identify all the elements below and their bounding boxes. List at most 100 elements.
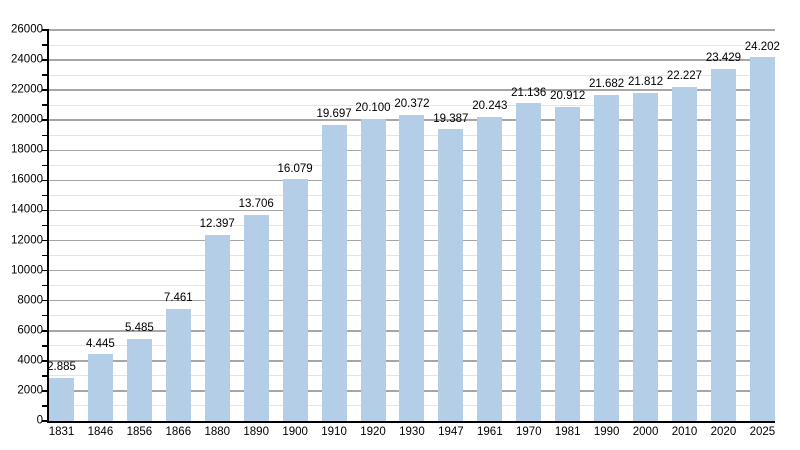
y-axis-tick-label: 6000 (17, 324, 43, 337)
y-axis-tick (42, 119, 47, 121)
x-tick-label: 1970 (515, 426, 542, 438)
bar (360, 118, 386, 421)
y-axis-tick (42, 239, 47, 242)
y-axis-tick (42, 134, 47, 137)
bar (399, 114, 425, 421)
plot-area: 2.885 1831 4.445 1846 5.485 1856 7.461 1866 12.3… (42, 29, 780, 438)
bar (633, 92, 659, 421)
bar-slot: 20.372 1930 (394, 30, 429, 438)
y-axis-tick (42, 254, 47, 257)
y-axis-tick (42, 420, 47, 422)
bar-slot: 20.243 1961 (472, 30, 507, 438)
y-axis-line (47, 29, 49, 422)
y-axis-tick (42, 375, 47, 377)
bar (749, 57, 775, 421)
bar (555, 106, 581, 421)
y-axis-tick (42, 89, 47, 91)
bar-value-label: 24.202 (744, 40, 780, 53)
gridline-minor (49, 104, 775, 106)
y-axis-tick (42, 299, 47, 302)
y-axis-tick-label: 24000 (11, 53, 43, 66)
x-tick-label: 1990 (593, 426, 620, 438)
bar-slot: 16.079 1900 (278, 30, 313, 437)
bar (49, 377, 74, 421)
bar-slot: 20.912 1981 (550, 30, 585, 438)
y-axis-tick (42, 314, 47, 317)
bar-value-label: 4.445 (86, 337, 115, 350)
y-axis-tick (42, 345, 47, 347)
x-tick-label: 1890 (243, 426, 269, 438)
gridline-minor (49, 74, 775, 76)
x-tick-label: 1856 (126, 426, 153, 438)
y-axis-tick-label: 16000 (11, 173, 43, 186)
bar-value-label: 19.387 (433, 112, 469, 125)
bar (126, 338, 152, 421)
bar-slot: 19.387 1947 (433, 30, 468, 437)
y-axis-tick (42, 179, 47, 182)
y-axis-labels: 0 2000 4000 6000 8000 10000 12000 14000 16000 180… (0, 24, 43, 426)
bar-slot: 13.706 1890 (239, 30, 274, 438)
bar (165, 308, 191, 421)
x-tick-label: 2020 (710, 426, 737, 438)
bar (516, 103, 542, 421)
y-axis-tick (42, 269, 47, 272)
bar (87, 354, 113, 421)
bar (282, 179, 308, 421)
y-axis-tick-label: 14000 (11, 203, 43, 216)
bar-slot: 21.812 2000 (628, 30, 663, 438)
bar (438, 129, 464, 421)
x-tick-label: 1930 (399, 426, 425, 438)
x-tick-label: 1920 (360, 426, 386, 438)
x-tick-label: 1961 (477, 426, 503, 438)
bar (204, 234, 230, 421)
bar-value-label: 21.682 (589, 78, 625, 91)
y-axis-tick (42, 224, 47, 227)
y-axis-tick-label: 0 (36, 414, 43, 427)
bar-value-label: 2.885 (47, 361, 76, 374)
x-tick-label: 1900 (282, 426, 308, 438)
y-axis-tick (42, 330, 47, 332)
bar-slot: 22.227 2010 (667, 30, 702, 438)
bar (477, 116, 503, 421)
y-axis-tick (42, 360, 47, 362)
x-tick-label: 2010 (671, 426, 698, 438)
x-tick-label: 1910 (321, 426, 347, 438)
bar-value-label: 7.461 (163, 292, 193, 305)
bar-slot: 21.682 1990 (589, 30, 624, 438)
x-tick-label: 1866 (165, 426, 192, 438)
bar (710, 68, 736, 421)
bar-slot: 24.202 2025 (745, 30, 780, 437)
y-axis-tick-label: 22000 (11, 83, 43, 96)
bar-slot: 19.697 1910 (316, 30, 351, 438)
bar-slot: 4.445 1846 (86, 30, 115, 437)
bar (321, 124, 347, 421)
bar-slot: 7.461 1866 (163, 30, 193, 438)
bar-value-label: 13.706 (238, 198, 274, 211)
bar-value-label: 22.227 (666, 70, 703, 83)
bar-value-label: 20.372 (394, 98, 430, 111)
bar-slot: 20.100 1920 (355, 30, 390, 438)
bar-slot: 2.885 1831 (47, 30, 76, 438)
bar-value-label: 16.079 (277, 162, 313, 175)
gridline-major (49, 59, 775, 61)
bar (594, 94, 620, 421)
y-axis-tick (42, 194, 47, 197)
bar-value-label: 21.812 (627, 76, 664, 89)
bar-value-label: 19.697 (316, 108, 352, 121)
bar-slot: 5.485 1856 (125, 30, 154, 438)
gridline-major (49, 89, 775, 91)
gridline-minor (49, 44, 775, 46)
bar (243, 214, 269, 421)
y-axis-tick (42, 44, 47, 46)
bar (672, 86, 697, 421)
y-axis-tick-label: 26000 (11, 23, 43, 36)
y-axis-tick (42, 390, 47, 392)
y-axis-tick (42, 59, 47, 61)
x-tick-label: 1981 (554, 426, 581, 438)
gridline-major (49, 29, 775, 31)
y-axis-tick (42, 209, 47, 212)
y-axis-tick (42, 164, 47, 167)
x-tick-label: 1846 (87, 426, 114, 438)
x-tick-label: 1831 (48, 426, 75, 438)
y-axis-tick (42, 149, 47, 152)
